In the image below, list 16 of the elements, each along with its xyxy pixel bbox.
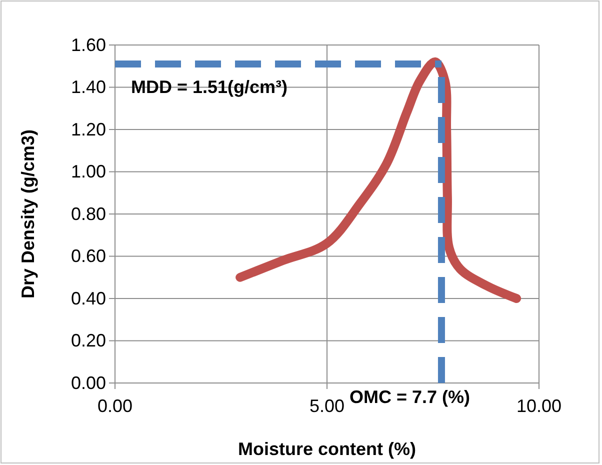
y-axis-title: Dry Density (g/cm3): [18, 129, 38, 299]
x-tick-label: 5.00: [309, 396, 345, 416]
x-tick-label: 10.00: [516, 396, 562, 416]
y-tick-label: 0.80: [70, 204, 106, 224]
y-tick-label: 0.40: [70, 288, 106, 308]
y-tick-label: 1.00: [70, 162, 106, 182]
y-tick-label: 0.00: [70, 372, 106, 393]
x-axis-title: Moisture content (%): [238, 439, 416, 459]
x-tick-label: 0.00: [97, 396, 133, 416]
y-tick-label: 1.20: [70, 119, 106, 140]
y-tick-label: 0.20: [70, 330, 106, 351]
y-tick-label: 1.60: [70, 34, 106, 55]
ref-line-label: OMC = 7.7 (%): [349, 387, 470, 407]
ref-line-label: MDD = 1.51(g/cm³): [131, 77, 288, 98]
y-tick-label: 0.60: [70, 246, 106, 266]
y-tick-label: 1.40: [70, 77, 106, 98]
